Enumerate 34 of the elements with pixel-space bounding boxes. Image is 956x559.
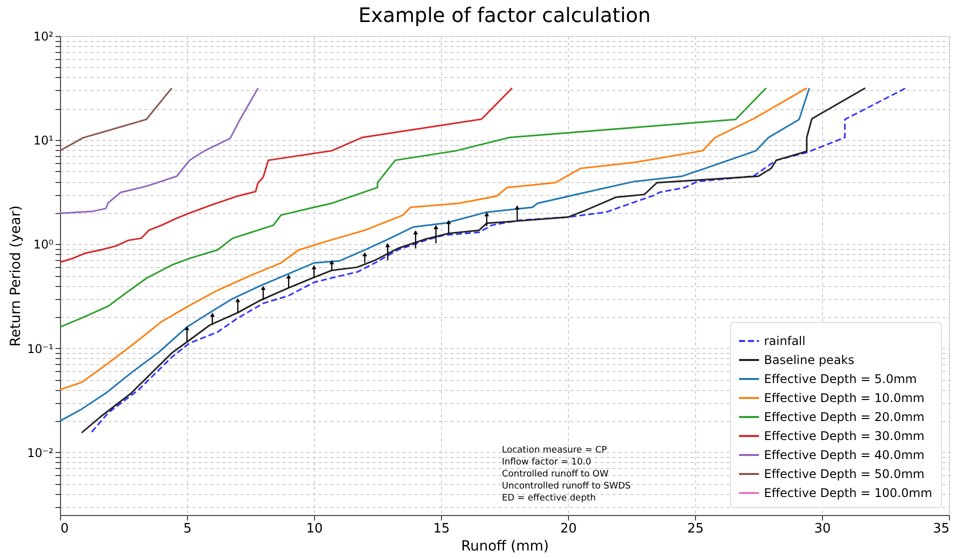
- x-tick-label: 20: [560, 522, 577, 536]
- x-tick-label: 15: [433, 522, 450, 536]
- y-tick-label: 10⁰: [33, 238, 54, 252]
- y-tick-label: 10⁻¹: [27, 342, 54, 356]
- y-tick-label: 10⁻²: [27, 446, 54, 460]
- line-series: [59, 87, 173, 152]
- legend-label: Effective Depth = 50.0mm: [764, 467, 924, 481]
- annotation: Location measure = CP: [502, 446, 608, 456]
- line-series: [59, 87, 513, 264]
- legend-label: Baseline peaks: [764, 353, 854, 367]
- legend-label: Effective Depth = 100.0mm: [764, 486, 932, 500]
- legend-label: rainfall: [764, 334, 806, 348]
- legend-label: Effective Depth = 30.0mm: [764, 429, 924, 443]
- line-series: [59, 87, 259, 214]
- annotation: Controlled runoff to OW: [502, 470, 609, 480]
- annotation: ED = effective depth: [502, 494, 596, 504]
- y-tick-label: 10¹: [33, 134, 54, 148]
- chart-title: Example of factor calculation: [358, 3, 651, 27]
- x-axis-title: Runoff (mm): [461, 538, 549, 554]
- x-tick-label: 0: [60, 522, 69, 536]
- y-tick-label: 10²: [33, 30, 54, 44]
- x-tick-label: 35: [932, 522, 950, 536]
- annotation: Inflow factor = 10.0: [502, 458, 592, 468]
- line-series: [59, 87, 767, 328]
- y-axis-title: Return Period (year): [8, 205, 24, 347]
- x-tick-label: 10: [306, 522, 323, 536]
- legend-label: Effective Depth = 10.0mm: [764, 391, 924, 405]
- x-tick-label: 25: [687, 522, 704, 536]
- annotation: Uncontrolled runoff to SWDS: [502, 482, 632, 492]
- x-tick-label: 5: [183, 522, 192, 536]
- legend-label: Effective Depth = 20.0mm: [764, 410, 924, 424]
- x-tick-label: 30: [814, 522, 831, 536]
- legend-label: Effective Depth = 5.0mm: [764, 372, 917, 386]
- legend-label: Effective Depth = 40.0mm: [764, 448, 924, 462]
